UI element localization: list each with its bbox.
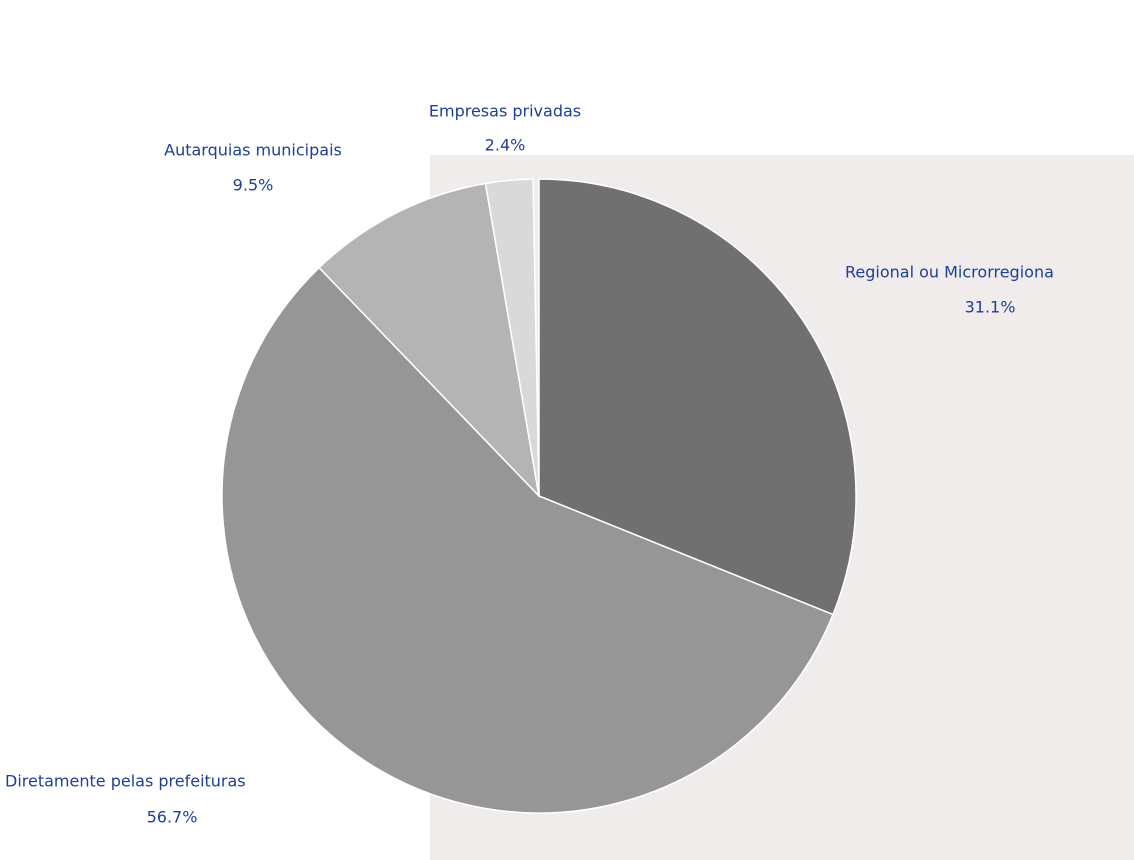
pie-slice	[318, 182, 541, 499]
slice-value-label: 9.5%	[233, 176, 274, 195]
pie-slice	[538, 178, 857, 616]
pie-slice	[221, 266, 834, 814]
slice-label: Diretamente pelas prefeituras	[5, 772, 246, 791]
pie-slice	[484, 178, 540, 497]
slice-label: Empresas privadas	[429, 102, 581, 121]
slice-value-label: 2.4%	[485, 136, 526, 155]
slice-value-label: 31.1%	[965, 298, 1016, 317]
slice-value-label: 56.7%	[147, 808, 198, 827]
slice-label: Regional ou Microrregiona	[845, 263, 1054, 282]
slice-label: Autarquias municipais	[164, 141, 342, 160]
